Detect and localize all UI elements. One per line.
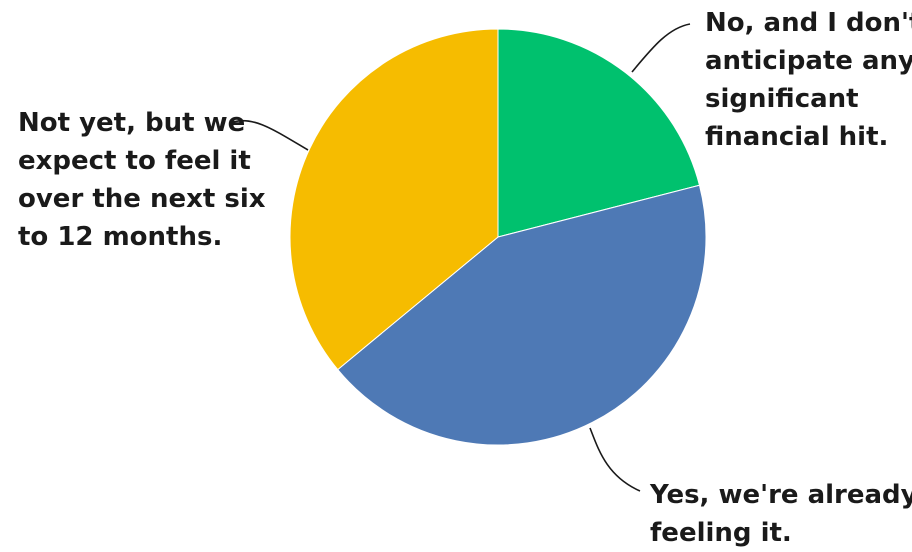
leader-line-yellow xyxy=(232,119,309,151)
slice-label-line: feeling it. xyxy=(650,518,792,548)
slice-label-line: over the next six xyxy=(18,184,266,214)
leader-line-green xyxy=(631,23,691,73)
slice-label-not-yet: Not yet, but we expect to feel it over the… xyxy=(18,104,266,256)
slice-label-line: Not yet, but we xyxy=(18,108,246,138)
slice-label-line: anticipate any xyxy=(705,46,912,76)
slice-label-line: financial hit. xyxy=(705,122,889,152)
slice-label-already-feeling: Yes, we're already feeling it. xyxy=(650,476,912,552)
slice-label-line: No, and I don't xyxy=(705,8,912,38)
pie-slice-not-yet xyxy=(289,28,499,371)
slice-label-line: to 12 months. xyxy=(18,222,223,252)
slice-label-line: Yes, we're already xyxy=(650,480,912,510)
pie-slice-no-financial-hit xyxy=(497,28,701,238)
slice-label-no-financial-hit: No, and I don't anticipate any significant… xyxy=(705,4,912,156)
slice-label-line: expect to feel it xyxy=(18,146,251,176)
slice-label-line: significant xyxy=(705,84,859,114)
leader-line-blue xyxy=(589,427,641,492)
pie-slice-already-feeling xyxy=(337,184,707,446)
